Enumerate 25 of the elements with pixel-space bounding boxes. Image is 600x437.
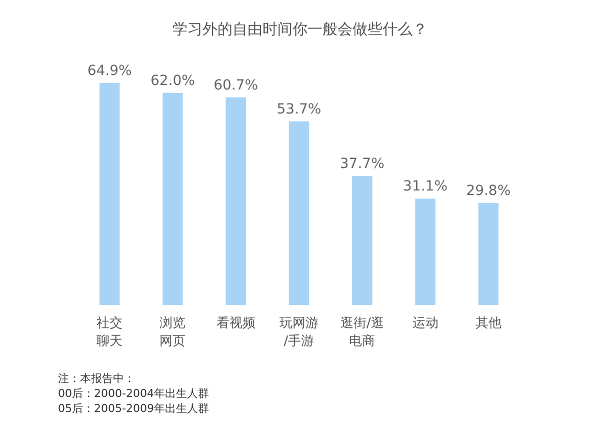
data-label: 29.8% (466, 183, 511, 200)
x-tick-label: 看视频 (216, 316, 256, 331)
data-label: 60.7% (214, 77, 258, 94)
x-tick-label: 浏览网页 (160, 316, 186, 349)
x-tick-label: 社交聊天 (96, 315, 123, 349)
x-tick-label: 运动 (412, 316, 438, 331)
bar (162, 92, 183, 305)
data-label: 62.0% (150, 72, 195, 89)
data-label: 53.7% (276, 101, 322, 118)
x-tick-label: 其他 (475, 316, 502, 331)
bar (226, 97, 246, 305)
bar (288, 121, 310, 305)
chart-title: 学习外的自由时间你一般会做些什么？ (172, 20, 428, 38)
x-tick-label: 逛街/逛电商 (340, 316, 384, 349)
x-tick-label: 玩网游/手游 (280, 316, 318, 349)
data-label: 31.1% (403, 178, 448, 195)
data-label: 64.9% (87, 63, 132, 79)
data-label: 37.7% (340, 156, 384, 172)
text: 05后：2005-2009年出生人群 (58, 402, 209, 415)
bar (415, 198, 436, 305)
text: 注：本报告中： (58, 372, 135, 385)
text: 00后：2000-2004年出生人群 (58, 387, 209, 400)
bar (352, 176, 372, 305)
bar (478, 203, 499, 305)
bar (99, 83, 120, 305)
